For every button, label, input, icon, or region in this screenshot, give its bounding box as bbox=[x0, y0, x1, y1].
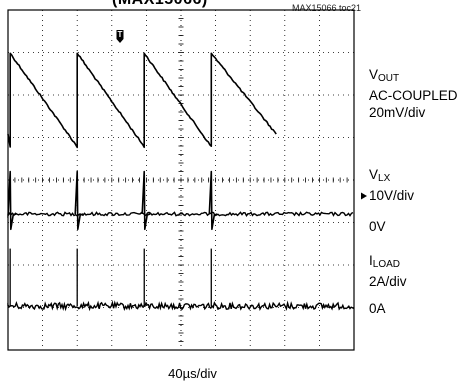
vlx-switching-spike bbox=[208, 170, 218, 231]
iload-zero-reference: 0A bbox=[369, 301, 386, 316]
markers: T bbox=[116, 30, 367, 200]
trigger-marker-label: T bbox=[118, 30, 123, 39]
vout-coupling: AC-COUPLED bbox=[369, 88, 458, 103]
graticule bbox=[7, 9, 355, 351]
iload-scale: 2A/div bbox=[369, 274, 407, 289]
traces bbox=[7, 52, 354, 312]
vlx-channel-name: VLX bbox=[369, 167, 391, 184]
vlx-label: VLX 10V/div bbox=[369, 166, 414, 204]
trigger-marker: T bbox=[116, 30, 124, 43]
chart-title-fragment: (MAX15066) bbox=[112, 0, 262, 9]
vlx-switching-spike bbox=[7, 170, 17, 231]
vout-label: VOUT AC-COUPLED 20mV/div bbox=[369, 66, 458, 121]
vlx-switching-spike bbox=[74, 170, 84, 231]
iload-channel-name: ILOAD bbox=[369, 253, 400, 270]
vout-trace bbox=[7, 52, 277, 149]
vlx-scale: 10V/div bbox=[369, 188, 415, 203]
vlx-zero-reference: 0V bbox=[369, 219, 386, 234]
vout-channel-name: VOUT bbox=[369, 67, 400, 84]
vlx-switching-spike bbox=[141, 170, 151, 231]
vlx-trace bbox=[7, 211, 354, 219]
vout-scale: 20mV/div bbox=[369, 105, 426, 120]
timebase-label: 40µs/div bbox=[168, 366, 217, 381]
iload-trace bbox=[7, 300, 354, 312]
iload-label: ILOAD 2A/div bbox=[369, 252, 407, 290]
trigger-level-arrow bbox=[361, 192, 367, 200]
figure-reference-code: MAX15066 toc21 bbox=[291, 3, 361, 13]
